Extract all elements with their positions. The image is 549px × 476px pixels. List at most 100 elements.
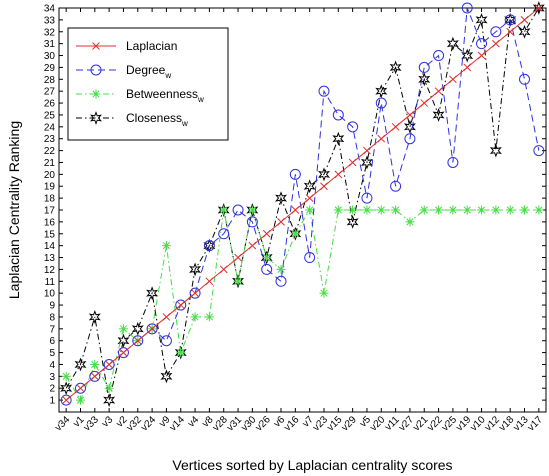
y-tick-label: 15 xyxy=(44,229,56,240)
data-point xyxy=(317,167,330,182)
data-point xyxy=(189,262,202,277)
data-point xyxy=(305,205,315,215)
data-point xyxy=(277,218,285,226)
data-point xyxy=(461,2,473,14)
y-tick-label: 14 xyxy=(44,241,56,252)
y-tick-label: 26 xyxy=(44,99,56,110)
data-point xyxy=(233,276,243,286)
data-point xyxy=(375,84,388,99)
legend-item: Betweennessw xyxy=(76,87,204,104)
data-point xyxy=(492,39,500,48)
data-point xyxy=(176,348,186,358)
legend-marker xyxy=(90,111,102,125)
legend-marker xyxy=(92,42,100,50)
data-point xyxy=(391,205,401,215)
data-point xyxy=(90,372,99,381)
data-point xyxy=(432,108,445,122)
data-point xyxy=(105,360,113,369)
data-point xyxy=(348,158,357,167)
data-point xyxy=(234,253,242,262)
data-point xyxy=(162,313,171,321)
y-tick-label: 18 xyxy=(44,194,56,205)
data-point xyxy=(520,205,530,215)
y-tick-label: 8 xyxy=(49,312,55,323)
data-point xyxy=(376,205,386,215)
data-point xyxy=(119,348,128,357)
data-point xyxy=(148,324,156,333)
data-point xyxy=(463,63,472,72)
y-tick-label: 24 xyxy=(44,122,56,133)
y-tick-label: 25 xyxy=(44,110,56,121)
x-tick-label: v17 xyxy=(526,414,545,433)
data-point xyxy=(133,336,142,345)
data-point xyxy=(74,382,86,394)
y-tick-label: 30 xyxy=(44,51,56,62)
data-point xyxy=(532,1,545,15)
data-point xyxy=(174,345,187,360)
data-point xyxy=(519,73,531,85)
data-point xyxy=(219,205,229,215)
y-tick-label: 13 xyxy=(44,253,56,264)
data-point xyxy=(534,205,544,215)
y-tick-label: 33 xyxy=(44,15,56,26)
legend-label: Betweennessw xyxy=(126,87,204,104)
y-tick-label: 3 xyxy=(49,372,55,383)
data-point xyxy=(363,146,371,155)
data-point xyxy=(404,133,416,145)
data-point xyxy=(347,121,359,133)
y-tick-label: 28 xyxy=(44,75,56,86)
data-point xyxy=(477,205,487,215)
data-point xyxy=(447,156,459,168)
data-point xyxy=(419,205,429,215)
x-tick-label: v29 xyxy=(340,414,359,433)
y-tick-label: 4 xyxy=(49,360,55,371)
data-point xyxy=(518,24,531,39)
data-point xyxy=(205,277,214,286)
data-point xyxy=(90,359,100,369)
data-point xyxy=(89,370,101,382)
data-point xyxy=(506,27,515,36)
x-tick-label: v33 xyxy=(82,414,101,433)
y-tick-label: 20 xyxy=(44,170,56,181)
data-point xyxy=(175,299,187,311)
series-closeness xyxy=(60,1,545,408)
data-point xyxy=(477,51,486,60)
y-tick-label: 12 xyxy=(44,265,56,276)
data-point xyxy=(61,371,71,381)
x-tick-label: v16 xyxy=(282,414,301,433)
series-layer xyxy=(60,1,545,408)
y-tick-label: 1 xyxy=(49,396,55,407)
data-point xyxy=(131,321,144,336)
data-point xyxy=(377,134,386,143)
data-point xyxy=(520,16,529,24)
data-point xyxy=(389,60,402,75)
y-tick-label: 7 xyxy=(49,324,55,335)
data-point xyxy=(448,205,458,215)
data-point xyxy=(391,122,400,131)
data-point xyxy=(232,204,244,216)
y-tick-label: 6 xyxy=(49,336,55,347)
data-point xyxy=(475,12,488,27)
data-point xyxy=(74,357,87,372)
data-point xyxy=(433,50,445,62)
data-point xyxy=(232,274,245,289)
data-point xyxy=(333,205,343,215)
y-tick-label: 31 xyxy=(44,39,56,50)
data-point xyxy=(418,72,431,87)
data-point xyxy=(360,155,373,170)
data-point xyxy=(246,203,259,217)
data-point xyxy=(276,264,286,274)
y-axis-ticks: 1234567891011121314151617181920212223242… xyxy=(44,4,546,407)
data-point xyxy=(304,252,316,264)
data-point xyxy=(434,205,444,215)
data-point xyxy=(103,358,115,370)
data-point xyxy=(533,145,545,157)
legend-marker xyxy=(91,89,101,99)
x-tick-label: v34 xyxy=(53,414,72,433)
data-point xyxy=(504,14,516,26)
x-axis-title: Vertices sorted by Laplacian centrality … xyxy=(172,457,452,473)
data-point xyxy=(75,395,85,405)
data-point xyxy=(418,61,430,73)
legend-item: Closenessw xyxy=(76,111,188,128)
data-point xyxy=(247,205,257,215)
